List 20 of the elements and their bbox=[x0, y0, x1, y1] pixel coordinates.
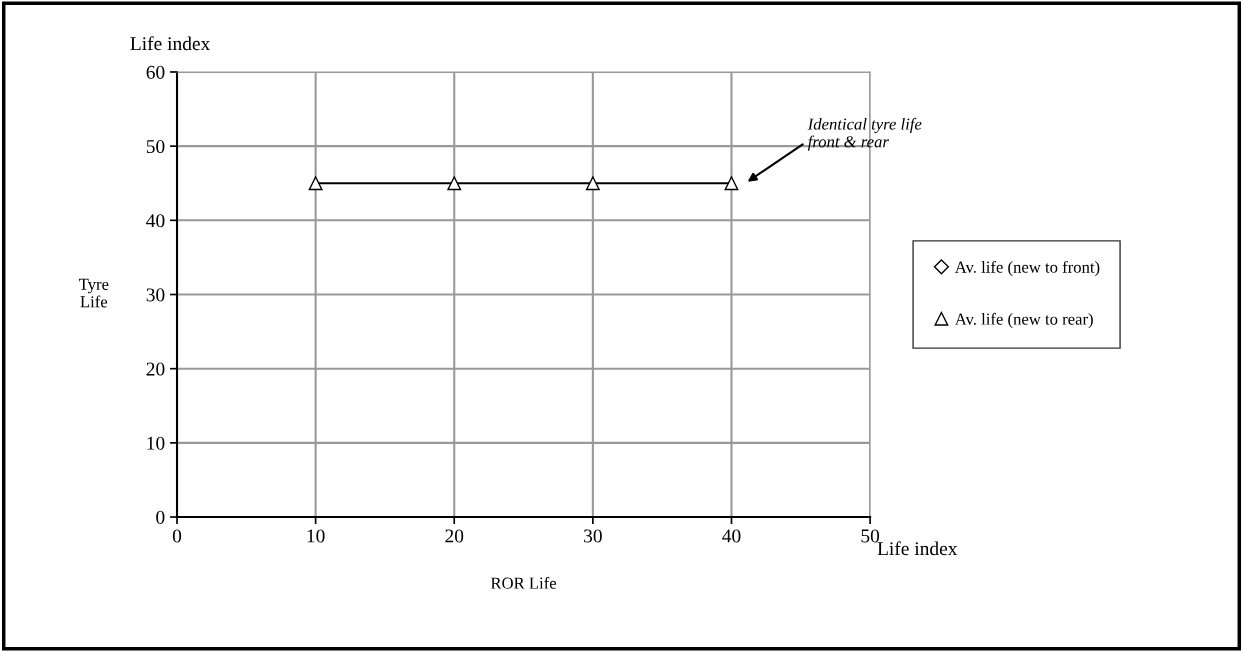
x-tick-label: 50 bbox=[861, 529, 880, 543]
x-axis-title: ROR Life bbox=[490, 576, 557, 589]
y-tick-label: 50 bbox=[146, 139, 165, 154]
y-axis-title: Tyre Life bbox=[78, 278, 109, 308]
x-tick-label: 20 bbox=[445, 529, 464, 543]
annotation: Identical tyre life front & rear bbox=[807, 117, 922, 151]
y-tick-label: 30 bbox=[146, 288, 165, 302]
x-tick-label: 40 bbox=[722, 529, 741, 543]
x-tick-label: 10 bbox=[307, 529, 325, 543]
y-tick-label: 20 bbox=[146, 362, 165, 376]
x-tick-label: 0 bbox=[172, 529, 182, 543]
y-tick-label: 60 bbox=[146, 65, 165, 79]
y-tick-label: 0 bbox=[156, 510, 165, 524]
y-tick-label: 40 bbox=[146, 214, 165, 228]
legend-label: Av. life (new to rear) bbox=[954, 312, 1093, 329]
x-tick-label: 30 bbox=[584, 529, 602, 543]
text: Life index bbox=[877, 541, 958, 556]
legend-label: Av. life (new to front) bbox=[954, 260, 1100, 277]
text: Life index bbox=[130, 36, 211, 51]
y-tick-label: 10 bbox=[147, 436, 165, 450]
